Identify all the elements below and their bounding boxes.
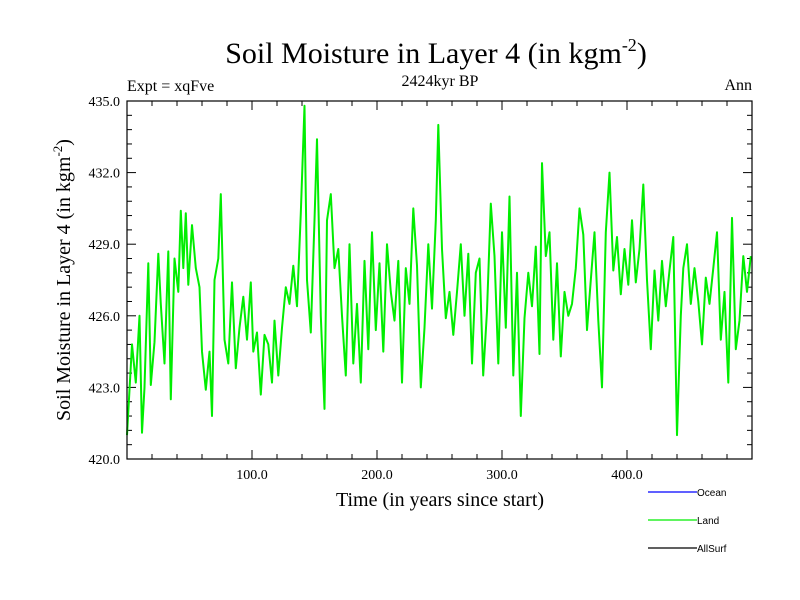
chart-subtitle: 2424kyr BP [402,73,479,90]
y-tick-label: 432.0 [89,167,121,182]
y-axis-label: Soil Moisture in Layer 4 (in kgm-2) [50,139,75,421]
season-label: Ann [724,77,752,94]
chart-title: Soil Moisture in Layer 4 (in kgm-2) [225,35,647,70]
legend: Ocean Land AllSurf [648,488,727,555]
y-tick-label: 420.0 [89,453,121,468]
legend-label-ocean: Ocean [697,488,726,499]
y-tick-label: 426.0 [89,310,121,325]
y-tick-label: 423.0 [89,381,121,396]
x-tick-label: 300.0 [486,468,518,483]
legend-label-land: Land [697,516,719,527]
x-axis-label: Time (in years since start) [336,489,544,511]
x-tick-label: 200.0 [361,468,393,483]
y-tick-label: 429.0 [89,238,121,253]
series-line-land [126,104,752,437]
legend-label-allsurf: AllSurf [697,544,727,555]
x-tick-label: 100.0 [236,468,268,483]
y-tick-label: 435.0 [89,95,121,110]
plot-frame [126,100,753,460]
x-tick-label: 400.0 [611,468,643,483]
experiment-label: Expt = xqFve [127,78,214,95]
